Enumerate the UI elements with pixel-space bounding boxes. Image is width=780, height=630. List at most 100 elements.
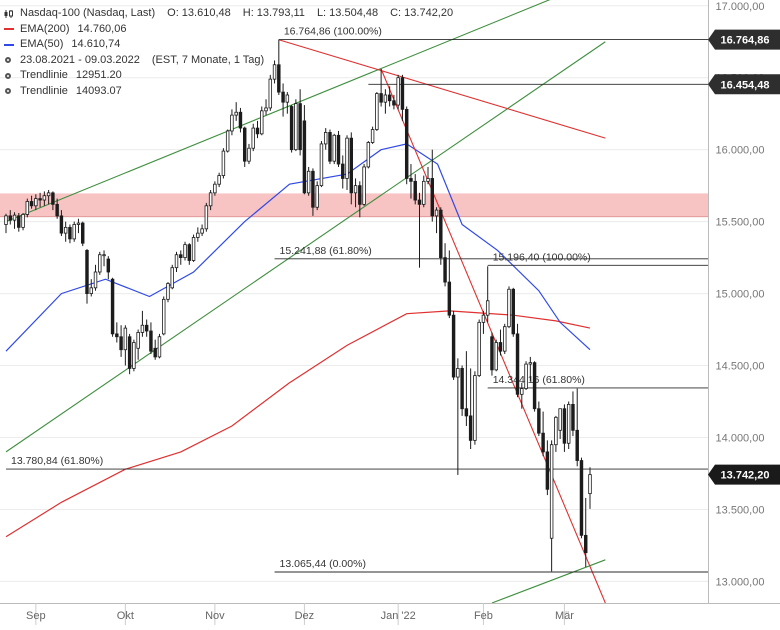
trend2-value: 14093.07 — [75, 84, 122, 97]
x-tick-label: Feb — [474, 610, 493, 622]
candle-body — [332, 134, 336, 162]
candle-body — [51, 192, 55, 205]
candle-body — [166, 283, 170, 300]
candle-body — [336, 134, 341, 165]
candle-body — [76, 222, 81, 225]
candle-body — [298, 103, 302, 151]
candle-body — [537, 408, 541, 434]
candle-body — [119, 336, 123, 351]
candle-body — [409, 178, 413, 182]
candle-body — [162, 298, 166, 335]
candle-body — [549, 444, 554, 539]
ema200-label: EMA(200) — [20, 22, 70, 35]
candle-body — [515, 333, 520, 395]
candle-body — [413, 180, 417, 201]
candle-body — [187, 244, 192, 261]
candle-body — [230, 114, 234, 132]
candle-body — [260, 110, 264, 135]
candle-body — [213, 183, 217, 194]
candle-body — [579, 460, 584, 536]
price-tag — [708, 74, 780, 95]
price-labels: 16.764,86 16.454,48 13.742,20 — [708, 29, 780, 485]
candle-body — [85, 250, 89, 294]
candle-body — [277, 64, 281, 93]
x-tick-label: Nov — [205, 610, 225, 622]
candle-body — [362, 166, 366, 205]
trendline-dot-icon — [5, 72, 11, 79]
ema50-label: EMA(50) — [20, 38, 64, 50]
resistance-zone-band — [0, 193, 708, 217]
legend-title: Nasdaq-100 (Nasdaq, Last) — [20, 7, 156, 19]
candle-body — [204, 205, 209, 230]
candle-body — [341, 163, 345, 179]
candle-body — [68, 226, 72, 240]
candle-body — [285, 94, 290, 103]
candle-body — [498, 342, 503, 352]
level-label: 13.780,84 (61.80%) — [11, 455, 103, 467]
trend1-value: 12951.20 — [75, 69, 122, 81]
level-label: 14.344,16 (61.80%) — [493, 374, 585, 386]
ema200-swatch — [4, 28, 14, 31]
candle-body — [468, 415, 473, 441]
candle-body — [481, 314, 486, 323]
candle-body — [528, 362, 533, 365]
y-tick-label: 17.000,00 — [716, 1, 765, 13]
fibonacci-levels: 16.764,86 (100.00%) 15.241,88 (61.80%) 15.… — [6, 26, 708, 573]
x-tick-label: Dez — [295, 610, 315, 622]
candle-body — [17, 215, 21, 228]
candle-body — [140, 324, 145, 333]
level-label: 15.241,88 (61.80%) — [280, 245, 372, 257]
candle-body — [251, 127, 255, 149]
candle-body — [375, 93, 379, 130]
candle-body — [196, 232, 200, 238]
candle-body — [349, 137, 354, 194]
candle-body — [396, 77, 400, 106]
candle-body — [63, 226, 68, 234]
candle-body — [98, 254, 102, 273]
candle-body — [566, 403, 571, 444]
candle-body — [434, 209, 439, 217]
candle-body — [29, 201, 34, 207]
candle-body — [281, 91, 285, 103]
candle-body — [106, 258, 111, 273]
chart-legend: Nasdaq-100 (Nasdaq, Last) O: 13.610,48 H… — [4, 6, 453, 99]
candle-body — [460, 368, 464, 410]
legend-title-row: Nasdaq-100 (Nasdaq, Last) O: 13.610,48 H… — [4, 6, 453, 22]
candle-body — [370, 129, 375, 143]
trendline-dot-icon — [5, 88, 11, 95]
legend-close: C: 13.742,20 — [390, 7, 454, 19]
candle-body — [12, 214, 17, 221]
level-label: 13.065,44 (0.00%) — [280, 558, 366, 570]
period-detail: (EST, 7 Monate, 1 Tag) — [151, 53, 265, 66]
candle-body — [323, 132, 328, 145]
candle-body — [234, 111, 238, 116]
candle-body — [311, 170, 315, 208]
candle-body — [558, 408, 562, 431]
candle-body — [153, 347, 157, 358]
price-tag — [708, 29, 780, 50]
candle-body — [379, 93, 383, 103]
trendlines — [5, 0, 606, 604]
trendline-downtrend-long — [278, 39, 606, 139]
candle-body — [59, 215, 64, 234]
candle-body — [358, 185, 362, 205]
price-tag-label: 13.742,20 — [721, 470, 770, 482]
candle-body — [400, 77, 405, 110]
candle-body — [268, 78, 273, 109]
candle-body — [294, 103, 298, 151]
candle-body — [102, 254, 106, 257]
price-tag — [708, 464, 780, 485]
candle-body — [306, 170, 311, 194]
resistance-zone — [0, 193, 708, 218]
candle-body — [144, 324, 149, 332]
candle-body — [242, 127, 247, 162]
candle-body — [191, 237, 196, 261]
ema50-line — [5, 143, 591, 352]
candle-body — [136, 332, 140, 349]
y-tick-label: 15.000,00 — [716, 289, 765, 301]
ema-lines — [5, 143, 591, 538]
candles-icon — [4, 9, 13, 18]
trendline-channel-upper — [5, 0, 551, 223]
trendline-channel-bottom — [491, 559, 606, 604]
candle-body — [38, 198, 42, 201]
